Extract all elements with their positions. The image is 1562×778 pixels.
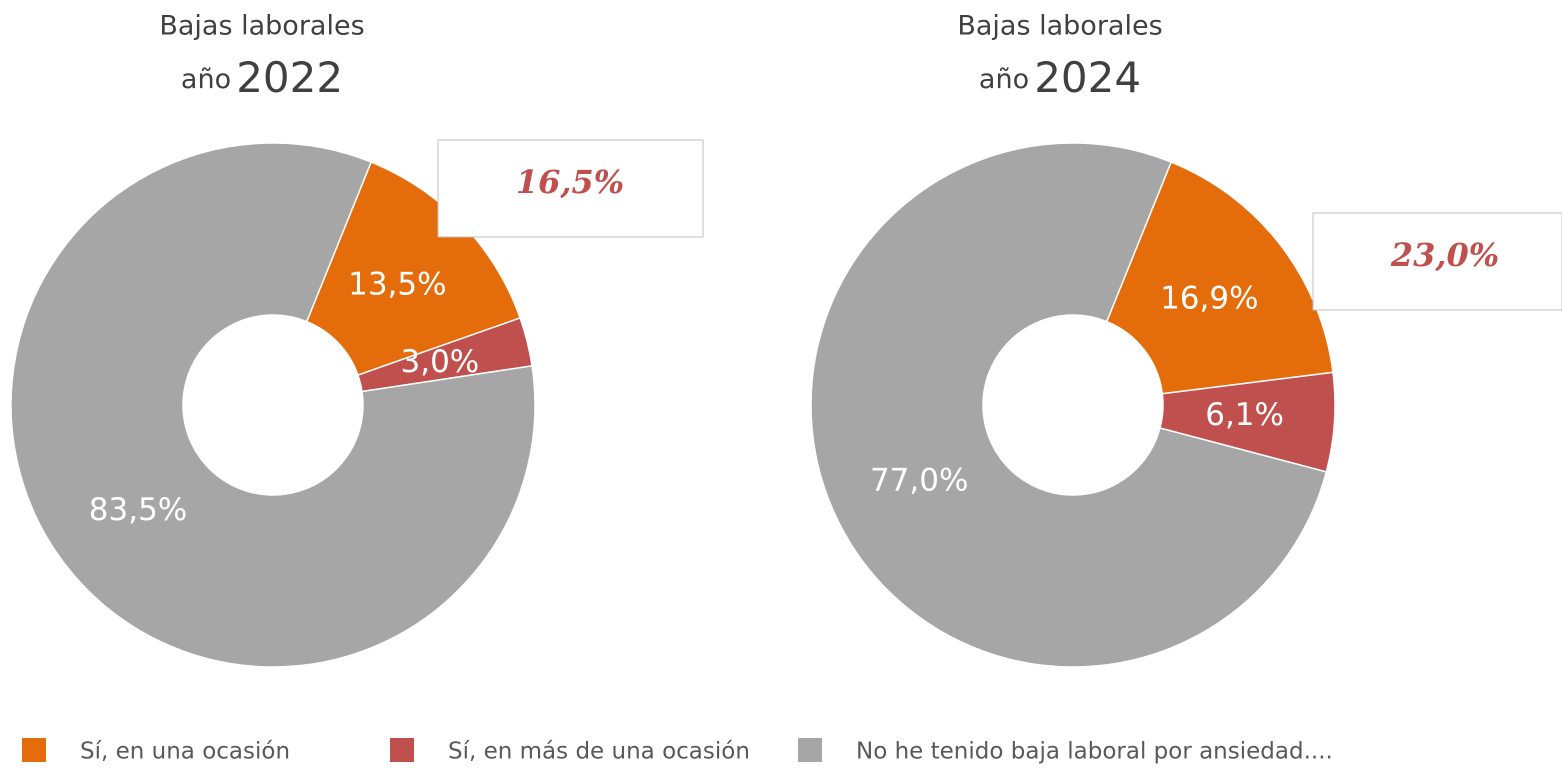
subtitle-part: 2022 [236,53,343,102]
annotation-box [437,139,704,238]
data-label: 6,1% [1205,397,1284,433]
legend-swatch [798,738,822,762]
subtitle-part: año [979,64,1029,95]
legend-label: Sí, en más de una ocasión [448,739,750,765]
annotation-box [1312,212,1562,311]
chart-subtitle: año 2022 [181,53,343,102]
data-label: 16,9% [1160,281,1258,317]
donut-slice [10,142,536,668]
chart-subtitle: año 2024 [979,53,1141,102]
legend-label: No he tenido baja laboral por ansiedad..… [856,739,1333,765]
annotation: 16,5% [516,163,624,201]
donut-slice [305,161,522,377]
chart-title: Bajas laborales [159,11,364,42]
legend-label: Sí, en una ocasión [80,739,290,765]
legend-swatch [22,738,46,762]
chart-title: Bajas laborales [957,11,1162,42]
data-label: 13,5% [348,267,446,303]
data-label: 3,0% [401,344,480,380]
legend-swatch [390,738,414,762]
donut-slice [810,142,1328,668]
annotation: 23,0% [1390,236,1499,274]
subtitle-part: año [181,64,231,95]
subtitle-part: 2024 [1034,53,1141,102]
data-label: 83,5% [89,492,187,528]
data-label: 77,0% [870,463,968,499]
donut-slice [1105,161,1334,395]
